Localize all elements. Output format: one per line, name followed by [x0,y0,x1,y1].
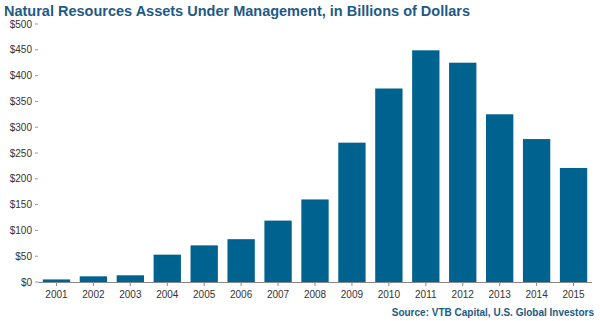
bar [523,139,550,282]
x-tick [388,282,389,286]
y-tick-label: $200 [10,173,33,184]
x-tick-label: 2003 [119,289,142,300]
x-tick [499,282,500,286]
x-tick-label: 2001 [45,289,68,300]
bar [449,63,476,282]
y-tick [35,153,38,154]
y-tick [35,75,38,76]
bar [486,114,513,282]
y-tick-label: $350 [10,96,33,107]
bar [560,168,587,282]
y-tick [35,24,38,25]
y-tick [35,204,38,205]
y-tick [35,127,38,128]
x-tick-label: 2009 [341,289,364,300]
x-tick [167,282,168,286]
bar [43,279,70,282]
x-tick [241,282,242,286]
y-tick [35,49,38,50]
chart-title: Natural Resources Assets Under Managemen… [4,3,470,19]
x-tick-label: 2011 [415,289,437,300]
bars [43,50,587,282]
bar [264,221,291,282]
x-tick [130,282,131,286]
chart-container: Natural Resources Assets Under Managemen… [0,0,600,321]
bar [338,143,365,282]
y-tick [35,178,38,179]
y-tick-label: $250 [10,148,33,159]
bar [375,89,402,283]
bar [301,199,328,282]
x-tick [462,282,463,286]
chart-svg: Natural Resources Assets Under Managemen… [0,0,600,321]
x-tick-label: 2006 [230,289,253,300]
y-tick-label: $150 [10,199,33,210]
x-tick [204,282,205,286]
y-tick [35,282,38,283]
y-tick-label: $0 [21,277,33,288]
x-tick-label: 2010 [378,289,401,300]
bar [412,50,439,282]
x-tick [536,282,537,286]
x-tick [278,282,279,286]
x-tick-label: 2004 [156,289,179,300]
x-tick-label: 2012 [452,289,475,300]
y-tick-label: $100 [10,225,33,236]
y-tick [35,230,38,231]
x-tick-label: 2002 [82,289,105,300]
bar [191,245,218,282]
x-tick-label: 2014 [525,289,548,300]
x-tick [93,282,94,286]
y-tick-label: $50 [15,251,32,262]
y-tick [35,256,38,257]
x-tick-label: 2008 [304,289,327,300]
y-tick-label: $300 [10,122,33,133]
x-tick-label: 2005 [193,289,216,300]
bar [227,239,254,282]
x-tick-label: 2007 [267,289,290,300]
y-tick-label: $400 [10,70,33,81]
x-tick [351,282,352,286]
x-tick [425,282,426,286]
y-tick-label: $500 [10,19,33,30]
bar [154,255,181,282]
x-tick [56,282,57,286]
x-tick-label: 2013 [489,289,512,300]
x-tick-label: 2015 [562,289,585,300]
x-tick [573,282,574,286]
x-tick [315,282,316,286]
bar [80,276,107,282]
y-tick-label: $450 [10,44,33,55]
bar [117,275,144,282]
source-note: Source: VTB Capital, U.S. Global Investo… [392,307,595,318]
y-tick [35,101,38,102]
